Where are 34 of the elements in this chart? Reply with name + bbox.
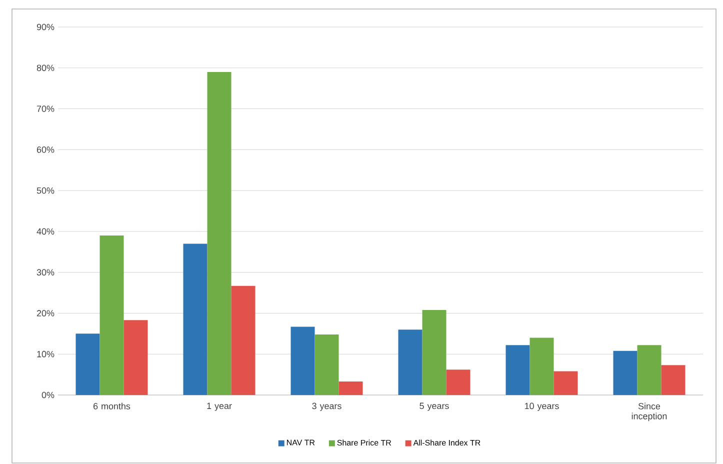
- bar: [314, 334, 339, 395]
- bar: [183, 244, 208, 395]
- x-tick-label: 10 years: [524, 402, 559, 411]
- y-tick-label: 60%: [36, 146, 54, 153]
- bar: [398, 330, 422, 395]
- bar: [446, 370, 470, 395]
- bar: [207, 72, 232, 395]
- bar: [76, 334, 100, 395]
- y-tick-label: 0%: [42, 392, 54, 398]
- bar: [613, 350, 638, 395]
- x-tick-label: Since inception: [632, 402, 667, 422]
- y-tick-label: 30%: [36, 269, 54, 276]
- x-tick-label: 6 months: [94, 402, 130, 410]
- bar: [637, 345, 662, 395]
- bar: [290, 326, 315, 395]
- bar: [124, 320, 148, 395]
- bar: [231, 286, 256, 395]
- bar: [554, 371, 578, 395]
- bar: [100, 236, 124, 395]
- bar: [530, 338, 554, 395]
- bar: [661, 365, 686, 395]
- x-tick-label: 3 years: [312, 402, 342, 411]
- bar: [506, 345, 530, 395]
- x-tick-label: 5 years: [420, 402, 449, 411]
- y-tick-label: 70%: [36, 106, 54, 112]
- y-tick-label: 40%: [36, 228, 54, 235]
- x-tick-label: 1 year: [207, 402, 232, 411]
- y-tick-label: 10%: [37, 350, 54, 358]
- y-tick-label: 80%: [36, 64, 54, 72]
- y-tick-label: 90%: [36, 24, 54, 30]
- y-tick-label: 50%: [36, 187, 54, 194]
- bar: [422, 310, 446, 395]
- bar: [338, 382, 363, 395]
- y-tick-label: 20%: [36, 310, 54, 316]
